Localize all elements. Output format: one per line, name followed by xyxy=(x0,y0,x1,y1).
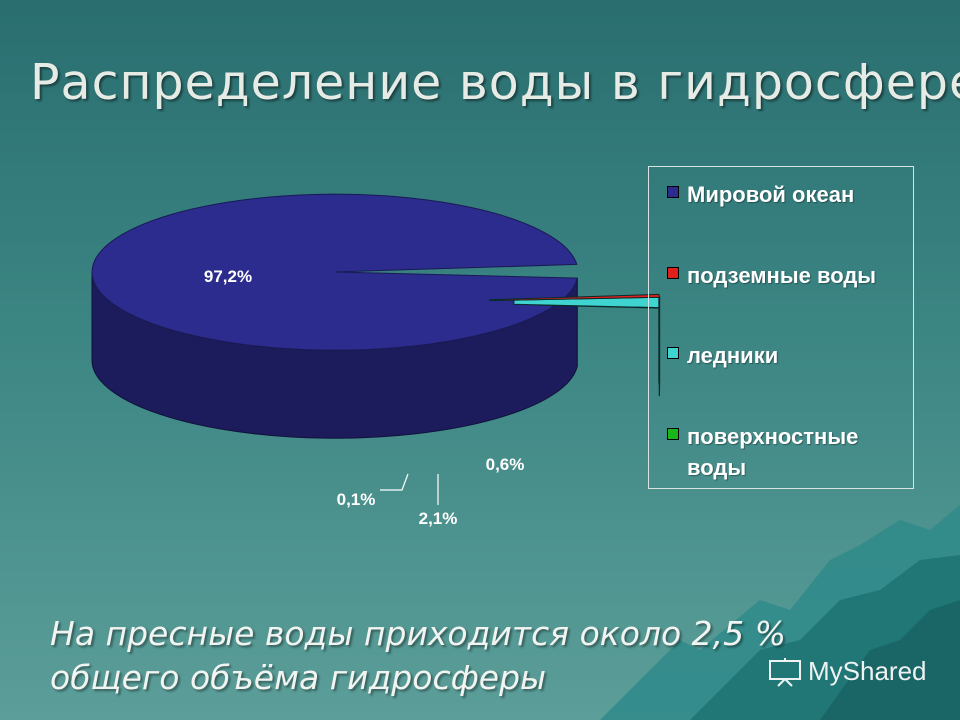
legend-label-ocean: Мировой океан xyxy=(687,182,855,207)
legend-item-glaciers: ледники xyxy=(667,340,907,371)
legend-item-surface-water: поверхностные воды xyxy=(667,421,907,483)
footer-note: На пресные воды приходится около 2,5 % о… xyxy=(50,612,786,700)
data-label-groundwater: 0,6% xyxy=(486,455,525,474)
watermark-text: MyShared xyxy=(808,656,927,686)
legend-swatch-surface-water xyxy=(667,428,679,440)
legend-label-groundwater: подземные воды xyxy=(687,263,877,288)
legend-item-groundwater: подземные воды xyxy=(667,260,907,291)
legend-item-ocean: Мировой океан xyxy=(667,179,907,210)
watermark: MyShared xyxy=(768,656,927,687)
chart-legend: Мировой океан подземные воды ледники пов… xyxy=(648,166,914,489)
legend-label-surface-water: поверхностные воды xyxy=(687,424,859,480)
pie-slice-groundwater xyxy=(488,293,661,302)
presentation-icon xyxy=(769,657,801,687)
data-label-ocean: 97,2% xyxy=(204,267,252,286)
legend-label-glaciers: ледники xyxy=(687,343,779,368)
pie-slice-ocean xyxy=(91,193,578,351)
legend-swatch-glaciers xyxy=(667,347,679,359)
footer-line-1: На пресные воды приходится около 2,5 % xyxy=(50,614,786,653)
legend-swatch-ocean xyxy=(667,186,679,198)
data-label-surface-water: 0,1% xyxy=(337,490,376,509)
page-title: Распределение воды в гидросфере xyxy=(30,54,960,111)
legend-swatch-groundwater xyxy=(667,267,679,279)
footer-line-2: общего объёма гидросферы xyxy=(50,658,547,697)
leader-line-surface-water xyxy=(380,473,409,491)
data-label-glaciers: 2,1% xyxy=(419,509,458,528)
